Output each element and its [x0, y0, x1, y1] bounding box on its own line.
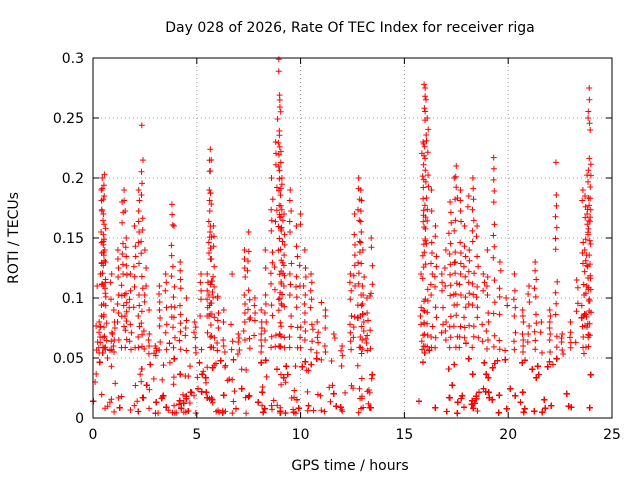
data-point — [141, 298, 148, 305]
data-point — [134, 398, 141, 405]
data-point — [118, 393, 125, 400]
data-point — [204, 364, 211, 371]
data-point — [329, 382, 336, 389]
data-point — [263, 373, 270, 380]
data-point — [326, 384, 333, 391]
data-point — [171, 402, 178, 409]
data-point — [115, 394, 122, 401]
data-point — [191, 392, 197, 399]
data-point — [328, 358, 335, 364]
data-point — [146, 405, 153, 412]
data-point — [159, 376, 166, 383]
data-point — [358, 405, 365, 412]
data-point — [342, 389, 349, 396]
data-point — [270, 397, 277, 404]
data-point — [247, 314, 254, 321]
data-point — [160, 362, 167, 369]
chart-title: Day 028 of 2026, Rate Of TEC Index for r… — [165, 20, 534, 36]
data-point — [278, 371, 284, 378]
data-point — [245, 394, 252, 400]
data-point — [231, 388, 238, 395]
data-point — [159, 394, 166, 401]
data-point — [182, 373, 189, 379]
data-point — [338, 363, 345, 369]
data-point — [187, 363, 193, 370]
data-point — [292, 363, 299, 370]
data-point — [303, 367, 310, 374]
data-point — [112, 380, 119, 387]
data-point — [350, 385, 357, 392]
data-point — [170, 381, 177, 388]
data-point — [321, 408, 328, 415]
data-point — [356, 385, 363, 392]
data-point — [150, 375, 157, 382]
data-point — [180, 391, 186, 398]
data-point — [98, 391, 105, 398]
data-point — [365, 400, 372, 407]
data-point — [304, 407, 311, 414]
data-point — [180, 409, 187, 416]
data-point — [170, 374, 177, 381]
data-point — [131, 402, 138, 409]
data-point — [137, 371, 144, 378]
data-point — [278, 381, 285, 388]
data-point — [242, 394, 249, 401]
data-point — [288, 395, 295, 401]
data-point — [282, 410, 289, 417]
data-point — [132, 382, 139, 389]
data-point — [238, 366, 245, 373]
data-point — [229, 376, 236, 383]
data-point — [229, 410, 236, 417]
data-point — [203, 379, 209, 386]
data-point — [314, 391, 321, 398]
data-point — [291, 387, 298, 394]
data-point — [259, 384, 266, 390]
data-point — [318, 356, 325, 363]
data-point — [357, 395, 364, 402]
data-point — [127, 407, 134, 413]
data-point — [186, 400, 193, 406]
data-point — [318, 407, 325, 414]
data-point — [269, 406, 275, 413]
data-point — [106, 399, 113, 406]
data-point — [243, 410, 250, 417]
data-point — [192, 410, 199, 417]
data-point — [222, 362, 229, 369]
data-point — [318, 299, 325, 306]
data-point — [354, 362, 361, 369]
data-point — [166, 359, 173, 366]
data-point — [358, 375, 365, 382]
data-point — [230, 398, 237, 405]
data-point — [309, 326, 316, 333]
data-point — [194, 374, 201, 381]
data-point — [224, 377, 231, 384]
data-point — [222, 408, 229, 415]
data-point — [310, 407, 317, 414]
data-point — [365, 387, 372, 393]
data-point — [145, 350, 152, 357]
data-point — [317, 392, 324, 399]
data-point — [362, 335, 369, 342]
data-point — [339, 408, 346, 415]
data-point — [200, 368, 207, 375]
data-point — [355, 409, 362, 416]
data-point — [282, 379, 289, 386]
data-point — [274, 402, 281, 409]
data-point — [304, 388, 311, 395]
data-point — [108, 363, 115, 370]
data-marks — [90, 56, 595, 417]
data-point — [111, 408, 118, 415]
data-point — [102, 405, 108, 412]
data-point — [259, 402, 266, 409]
data-point — [327, 398, 334, 405]
data-point — [138, 378, 145, 385]
data-point — [146, 386, 153, 393]
data-point — [243, 367, 250, 373]
data-point — [169, 409, 176, 416]
